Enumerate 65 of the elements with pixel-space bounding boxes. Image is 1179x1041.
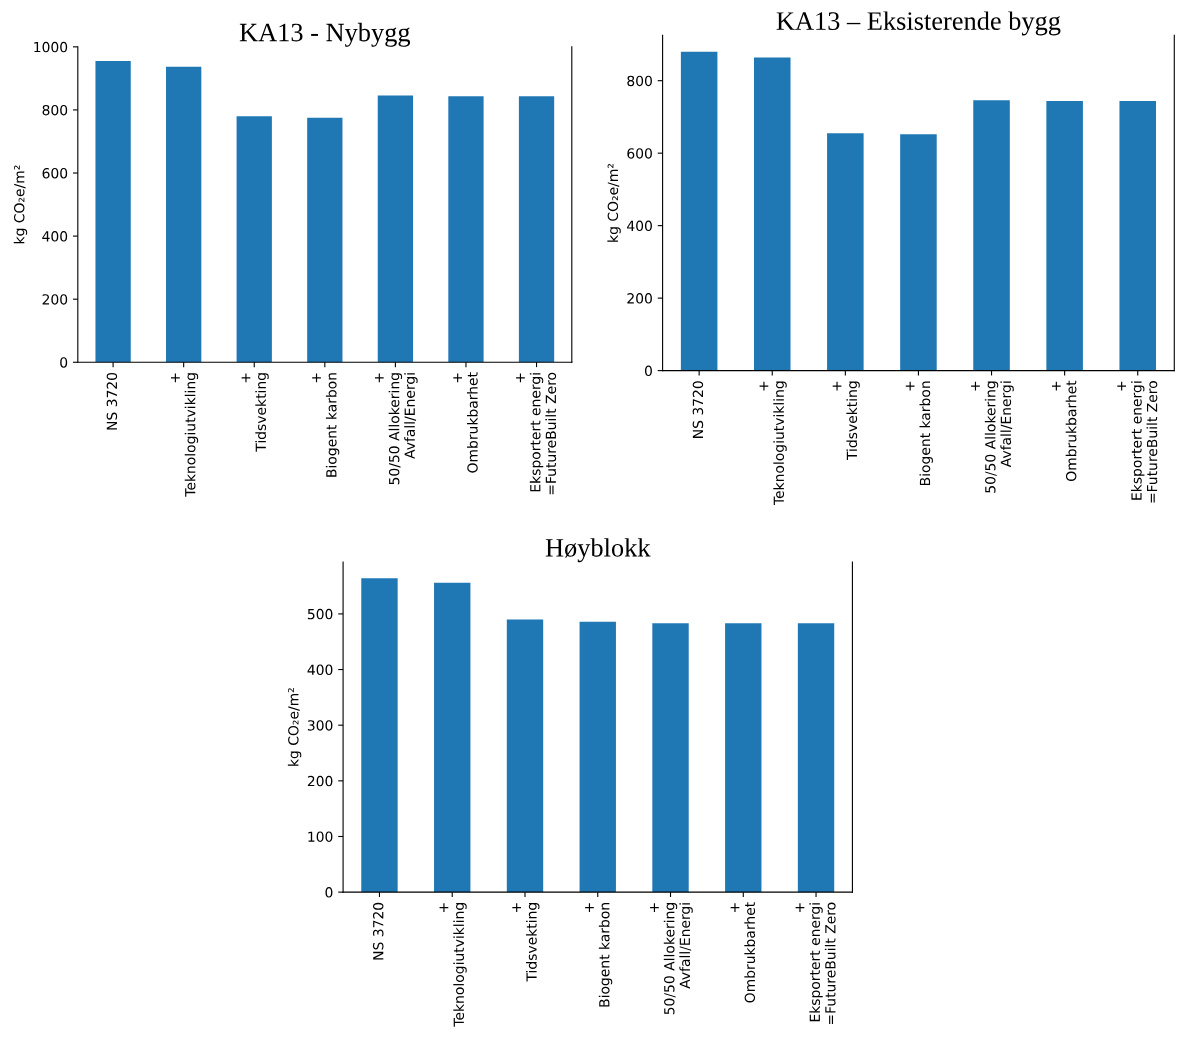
x-tick-label: + Tidsvekting (241, 373, 269, 452)
bar (1046, 100, 1083, 371)
y-tick-label: 200 (627, 293, 652, 304)
y-tick-label: 600 (627, 148, 652, 159)
x-tick-label: + Eksportert energi =FutureBuilt Zero (1117, 381, 1158, 503)
y-tick-label: 400 (42, 231, 68, 242)
bar (725, 623, 762, 893)
y-tick-label: 200 (42, 294, 68, 305)
x-tick-label: + Ombrukbarhet (453, 372, 478, 473)
bar (652, 623, 689, 893)
x-tick-label: + 50/50 Allokering Avfall/Energi (374, 373, 418, 485)
y-tick-label: 0 (325, 887, 333, 898)
y-tick-label: 400 (627, 220, 652, 232)
x-tick-label: + Teknologiutvikling (171, 373, 199, 497)
y-tick-label: 1000 (34, 41, 68, 53)
bar (579, 621, 616, 893)
bar (236, 116, 272, 363)
bar (900, 134, 937, 371)
x-tick-label: + Eksportert energi =FutureBuilt Zero (516, 372, 557, 495)
bar (361, 578, 398, 893)
x-tick-label: + Ombrukbarhet (1051, 380, 1077, 481)
x-tick-label: + Tidsvekting (512, 903, 540, 982)
x-tick-label: + 50/50 Allokering Avfall/Energi (971, 381, 1014, 493)
x-tick-label: + Biogent karbon (312, 373, 340, 477)
y-tick-label: 100 (308, 831, 333, 842)
y-tick-label: 0 (60, 357, 68, 368)
bar (680, 51, 718, 371)
x-tick-label: + Tidsvekting (832, 381, 860, 461)
bar (797, 623, 835, 893)
x-tick-label: + Teknologiutvikling (439, 903, 467, 1027)
x-tick-label: + Biogent karbon (905, 381, 933, 485)
y-tick-label: 800 (42, 104, 68, 116)
bar (518, 96, 555, 363)
y-tick-label: 200 (307, 775, 333, 787)
x-tick-label: + Ombrukbarhet (730, 902, 756, 1003)
bar (166, 66, 202, 363)
y-axis-title: kg CO₂e/m² (287, 688, 302, 766)
y-tick-label: 800 (627, 75, 652, 87)
bar (827, 133, 864, 371)
y-tick-label: 300 (307, 720, 333, 731)
bar (434, 582, 471, 893)
bar (377, 95, 414, 363)
chart-title: KA13 – Eksisterende bygg (776, 11, 1061, 36)
y-tick-label: 500 (307, 608, 333, 620)
bar (307, 117, 343, 363)
chart-title: Høyblokk (545, 538, 651, 563)
x-tick-label: NS 3720 (692, 381, 704, 438)
bar (448, 96, 484, 363)
y-tick-label: 0 (644, 365, 652, 377)
x-tick-label: NS 3720 (372, 902, 384, 960)
x-tick-label: + 50/50 Allokering Avfall/Energi (650, 903, 693, 1015)
x-tick-label: + Teknologiutvikling (759, 381, 787, 506)
bar (973, 100, 1010, 371)
y-axis-title: kg CO₂e/m² (13, 165, 28, 244)
bar (95, 61, 131, 363)
x-tick-label: + Biogent karbon (585, 903, 613, 1007)
x-tick-label: NS 3720 (106, 372, 118, 430)
x-tick-label: + Eksportert energi =FutureBuilt Zero (795, 902, 836, 1025)
bar (506, 619, 544, 893)
y-tick-label: 600 (42, 167, 68, 179)
chart-title: KA13 - Nybygg (239, 22, 411, 47)
bar (753, 57, 791, 371)
y-axis-title: kg CO₂e/m² (607, 163, 621, 242)
y-tick-label: 400 (307, 664, 333, 676)
bar (1119, 100, 1157, 371)
